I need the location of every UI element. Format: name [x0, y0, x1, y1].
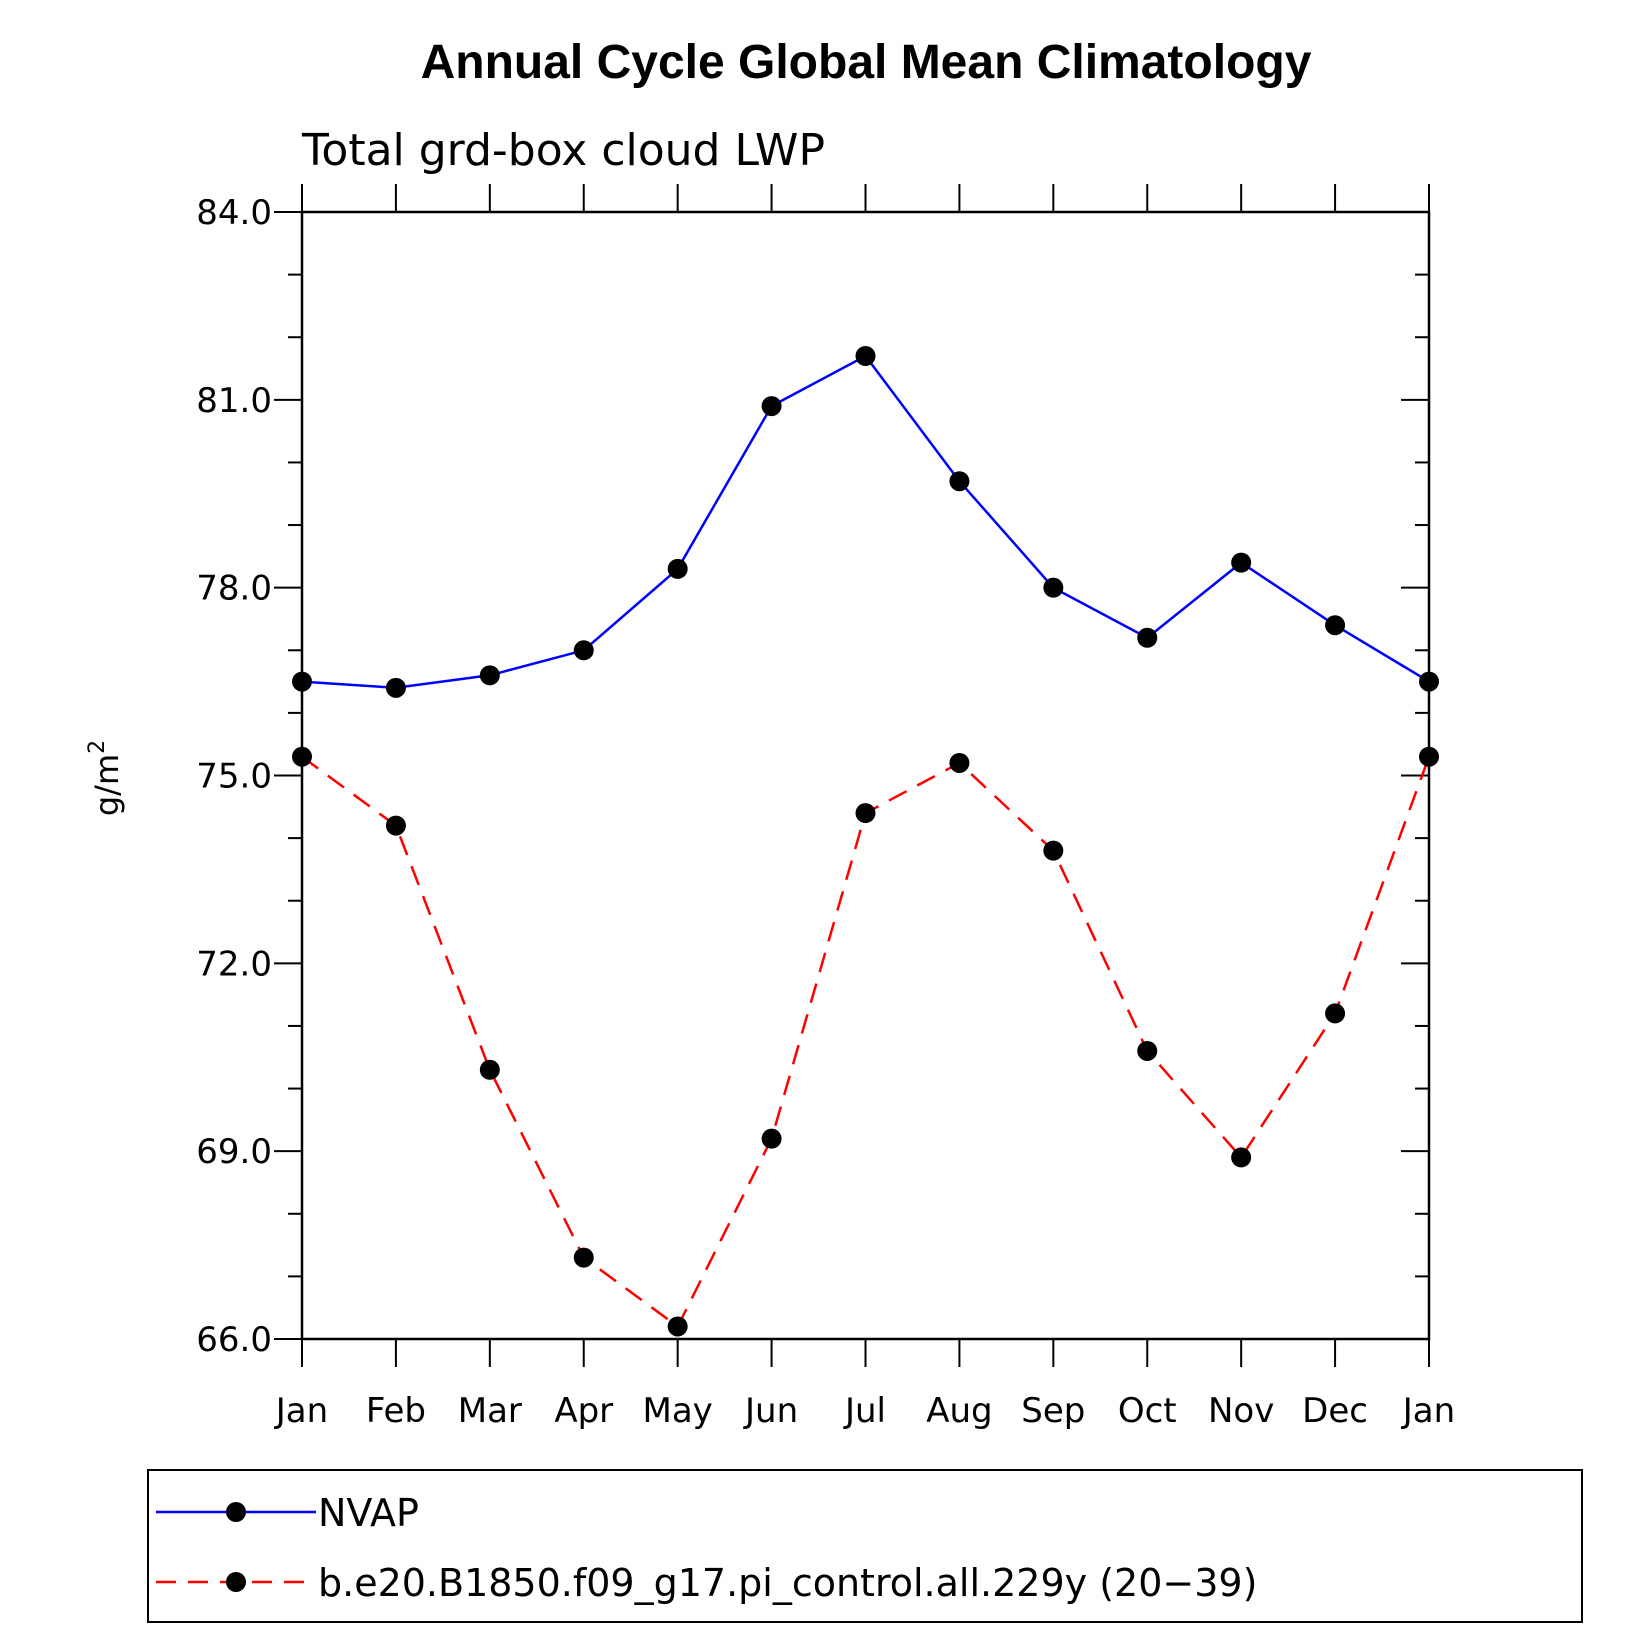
y-tick-label: 66.0	[196, 1320, 272, 1360]
x-tick-label: Aug	[926, 1391, 992, 1431]
data-point-1	[855, 803, 876, 824]
y-axis-label-superscript: 2	[85, 740, 110, 754]
data-point-0	[1325, 615, 1346, 636]
data-point-0	[385, 677, 406, 698]
legend-label-0: NVAP	[318, 1491, 419, 1535]
series-line-1	[301, 755, 1431, 1329]
data-point-0	[573, 640, 594, 661]
y-tick-label: 78.0	[196, 569, 272, 609]
x-tick-label: Jun	[743, 1391, 798, 1431]
data-point-0	[1231, 552, 1252, 573]
chart-subtitle: Total grd-box cloud LWP	[301, 125, 825, 176]
x-tick-label: Oct	[1118, 1391, 1177, 1431]
y-axis-label: g/m2	[85, 740, 126, 816]
y-tick-labels: 66.0 69.0 72.0 75.0 78.0 81.0 84.0	[196, 193, 272, 1360]
x-tick-label: Mar	[458, 1391, 522, 1431]
legend: NVAP b.e20.B1850.f09_g17.pi_control.all.2…	[156, 1491, 1257, 1605]
data-point-0	[667, 558, 688, 579]
data-point-0	[949, 471, 970, 492]
series-lines	[301, 354, 1431, 1329]
y-tick-label: 72.0	[196, 944, 272, 984]
data-point-1	[761, 1128, 782, 1149]
y-tick-label: 69.0	[196, 1132, 272, 1172]
data-point-1	[667, 1316, 688, 1337]
x-tick-labels: Jan Feb Mar Apr May Jun Jul Aug Sep Oct Nov Dec Jan	[274, 1391, 1455, 1431]
data-point-1	[949, 752, 970, 773]
x-tick-label: Jan	[274, 1391, 328, 1431]
y-axis-label-base: g/m	[88, 754, 126, 816]
series-line-0	[301, 354, 1430, 690]
y-tick-label: 75.0	[196, 757, 272, 797]
data-point-1	[1231, 1147, 1252, 1168]
data-point-1	[1419, 746, 1439, 767]
data-point-0	[761, 396, 782, 417]
plot-frame	[300, 210, 1431, 1341]
x-tick-label: Jul	[843, 1391, 886, 1431]
chart-title: Annual Cycle Global Mean Climatology	[421, 36, 1312, 89]
data-point-1	[292, 746, 312, 767]
axis-ticks	[274, 184, 1430, 1367]
legend-marker-0	[226, 1502, 246, 1522]
y-tick-label: 84.0	[196, 193, 272, 233]
x-tick-label: Jan	[1401, 1391, 1455, 1431]
data-point-0	[855, 346, 876, 367]
series-points	[292, 346, 1439, 1337]
x-tick-label: Feb	[366, 1391, 426, 1431]
data-point-1	[385, 815, 406, 836]
data-point-1	[1325, 1003, 1346, 1024]
legend-label-1: b.e20.B1850.f09_g17.pi_control.all.229y …	[318, 1561, 1257, 1605]
x-tick-label: Apr	[554, 1391, 613, 1431]
data-point-0	[1137, 627, 1158, 648]
x-tick-label: Sep	[1021, 1391, 1085, 1431]
data-point-0	[1419, 671, 1439, 692]
data-point-1	[1043, 840, 1064, 861]
data-point-1	[1137, 1040, 1158, 1061]
data-point-0	[292, 671, 312, 692]
legend-marker-1	[226, 1572, 246, 1592]
data-point-0	[1043, 577, 1064, 598]
x-tick-label: May	[643, 1391, 713, 1431]
data-point-1	[479, 1059, 500, 1080]
x-tick-label: Nov	[1208, 1391, 1274, 1431]
data-point-0	[479, 665, 500, 686]
data-point-1	[573, 1247, 594, 1268]
x-tick-label: Dec	[1302, 1391, 1368, 1431]
y-tick-label: 81.0	[196, 381, 272, 421]
legend-box	[147, 1469, 1583, 1623]
